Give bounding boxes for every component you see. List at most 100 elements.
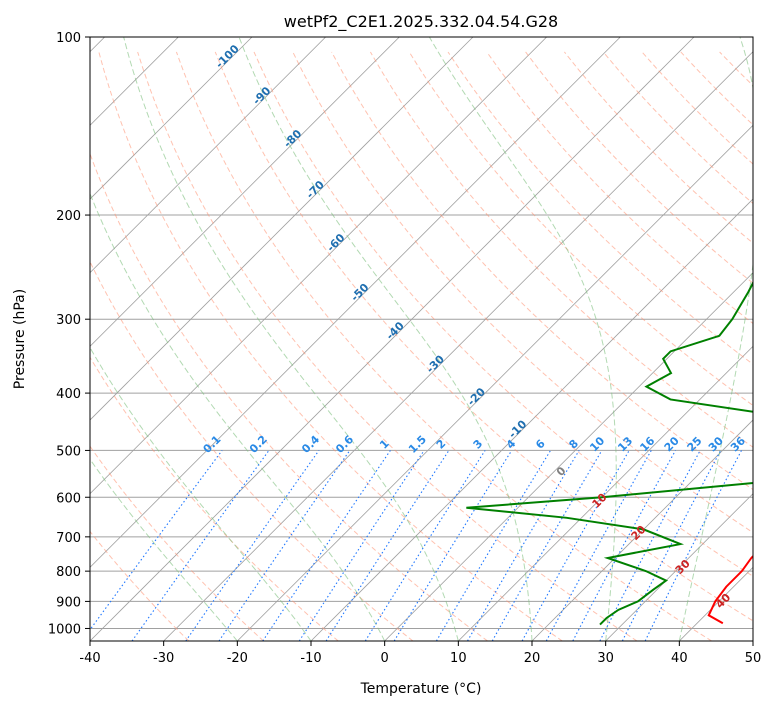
x-tick-label: -10 bbox=[300, 651, 321, 666]
y-tick-label: 600 bbox=[56, 491, 81, 506]
moist-adiabat bbox=[238, 37, 533, 641]
dry-adiabat bbox=[758, 52, 775, 641]
dry-adiabat bbox=[175, 51, 712, 641]
isotherm bbox=[90, 37, 253, 200]
dry-adiabat bbox=[137, 51, 638, 641]
y-axis-label: Pressure (hPa) bbox=[12, 289, 28, 389]
mixing-ratio-label: 20 bbox=[662, 434, 682, 454]
dry-adiabat-label: -30 bbox=[424, 352, 447, 375]
mixing-ratio-label: 8 bbox=[566, 437, 581, 452]
dry-adiabat bbox=[564, 51, 753, 244]
x-axis-label: Temperature (°C) bbox=[360, 681, 482, 697]
dry-adiabat bbox=[90, 530, 190, 641]
dry-adiabat bbox=[292, 51, 753, 534]
mixing-ratio-line bbox=[545, 450, 652, 641]
isotherm bbox=[384, 272, 753, 641]
mixing-ratio-label: 10 bbox=[587, 434, 607, 454]
dry-adiabat bbox=[408, 51, 753, 407]
moist-adiabat bbox=[90, 192, 386, 641]
dry-adiabat bbox=[90, 152, 488, 641]
isotherm bbox=[310, 198, 753, 641]
moist-adiabat bbox=[123, 37, 459, 641]
moist-adiabat bbox=[752, 639, 753, 641]
dry-adiabat-label: -90 bbox=[250, 84, 273, 107]
moist-adiabat bbox=[90, 346, 312, 641]
y-axis-ticks: 100 200 300 400 500 600 700 800 900 1000 bbox=[48, 31, 90, 637]
x-tick-label: 40 bbox=[671, 651, 688, 666]
x-tick-label: 20 bbox=[524, 651, 541, 666]
mixing-ratio-line bbox=[572, 450, 677, 641]
isotherm bbox=[90, 37, 474, 421]
y-tick-label: 700 bbox=[56, 531, 81, 546]
isotherm bbox=[605, 493, 753, 641]
mixing-ratio-label: 0.2 bbox=[247, 433, 270, 456]
y-tick-label: 400 bbox=[56, 387, 81, 402]
dry-adiabat bbox=[214, 51, 753, 622]
mixing-ratio-line bbox=[393, 450, 513, 641]
mixing-ratio-label: 16 bbox=[637, 434, 657, 454]
x-axis-ticks: -40 -30 -20 -10 0 10 20 30 40 50 bbox=[79, 641, 761, 666]
mixing-ratio-line bbox=[644, 450, 742, 641]
plot-frame bbox=[89, 36, 754, 642]
x-tick-label: 30 bbox=[597, 651, 614, 666]
dewpoint-series-line bbox=[466, 280, 753, 626]
y-tick-label: 800 bbox=[56, 565, 81, 580]
x-tick-label: 10 bbox=[450, 651, 467, 666]
mixing-ratio-line bbox=[298, 450, 425, 641]
dry-adiabat-label: -80 bbox=[281, 127, 304, 150]
y-tick-label: 500 bbox=[56, 444, 81, 459]
dry-adiabat-label: -40 bbox=[384, 319, 407, 342]
dry-adiabat bbox=[90, 445, 264, 641]
mixing-ratio-label: 1 bbox=[377, 437, 392, 452]
moist-adiabat-label: 30 bbox=[673, 557, 693, 577]
dry-adiabat bbox=[641, 51, 753, 165]
isotherm bbox=[90, 37, 695, 641]
mixing-ratio-label: 25 bbox=[685, 434, 705, 454]
x-tick-label: 50 bbox=[745, 651, 762, 666]
profile-lines bbox=[466, 280, 753, 626]
dry-adiabat-label: -100 bbox=[213, 42, 242, 71]
dry-adiabat bbox=[331, 51, 753, 491]
chart-title: wetPf2_C2E1.2025.332.04.54.G28 bbox=[284, 12, 558, 32]
mixing-ratio-line bbox=[218, 450, 351, 641]
dry-adiabat bbox=[447, 51, 753, 365]
mixing-ratio-line bbox=[325, 450, 450, 641]
mixing-ratio-label: 2 bbox=[434, 437, 449, 452]
dry-adiabat bbox=[90, 260, 414, 641]
dry-adiabat bbox=[253, 51, 753, 577]
isotherm bbox=[679, 566, 753, 641]
mixing-ratio-label: 3 bbox=[471, 437, 486, 452]
mixing-ratio-label: 0.4 bbox=[299, 433, 322, 456]
moist-adiabat bbox=[90, 458, 238, 641]
x-tick-label: -30 bbox=[153, 651, 174, 666]
x-tick-label: -40 bbox=[79, 651, 100, 666]
mixing-ratio-line bbox=[621, 450, 722, 641]
dry-adiabat bbox=[369, 51, 753, 448]
x-tick-label: 0 bbox=[381, 651, 389, 666]
isotherm bbox=[237, 124, 753, 641]
dry-adiabat bbox=[90, 356, 339, 641]
mixing-ratio-label: 0.1 bbox=[201, 433, 224, 456]
isotherm bbox=[752, 640, 753, 641]
mixing-ratio-line bbox=[262, 450, 391, 641]
background-lines bbox=[90, 37, 775, 641]
mixing-ratio-label: 36 bbox=[728, 434, 748, 454]
y-tick-label: 200 bbox=[56, 209, 81, 224]
isotherm bbox=[531, 419, 753, 641]
mixing-ratio-line bbox=[435, 450, 552, 641]
moist-adiabat-label: 10 bbox=[590, 490, 610, 510]
mixing-ratio-label: 13 bbox=[615, 434, 635, 454]
mixing-ratio-label: 6 bbox=[533, 437, 548, 452]
y-tick-label: 1000 bbox=[48, 622, 81, 637]
isotherm bbox=[458, 345, 753, 641]
mixing-ratio-line bbox=[185, 450, 320, 641]
dry-adiabat bbox=[98, 51, 563, 641]
moist-adiabat bbox=[428, 37, 617, 641]
isotherm bbox=[90, 37, 621, 568]
isotherm bbox=[163, 51, 753, 641]
isotherm bbox=[90, 37, 547, 495]
mixing-ratio-line bbox=[521, 450, 630, 641]
moist-adiabat-label: 40 bbox=[713, 591, 733, 611]
isotherm bbox=[90, 37, 400, 347]
